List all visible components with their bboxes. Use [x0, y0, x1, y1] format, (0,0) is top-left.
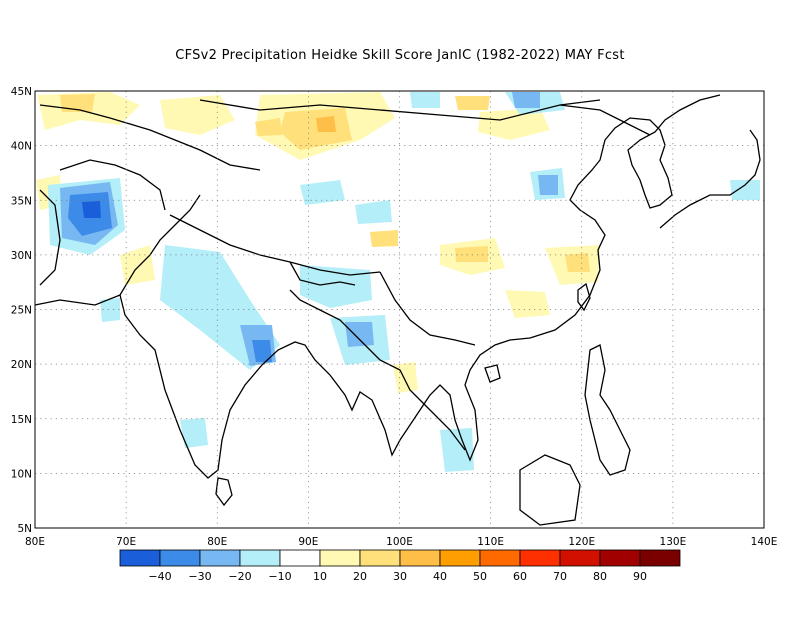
border-china-southeast — [379, 271, 476, 346]
moderate-positive-area — [565, 253, 590, 272]
colorbar-label: −30 — [188, 570, 211, 583]
light-positive-area — [393, 362, 418, 393]
map-gridlines — [35, 91, 764, 528]
lon-tick-label: 100E — [386, 536, 413, 548]
colorbar-label: 80 — [593, 570, 607, 583]
coastline-borneo — [519, 454, 581, 526]
moderate-positive-area — [455, 96, 490, 110]
colorbar-label: 30 — [393, 570, 407, 583]
colorbar-swatch — [479, 549, 521, 567]
colorbar-label: 90 — [633, 570, 647, 583]
colorbar-label: 70 — [553, 570, 567, 583]
colorbar-swatch — [119, 549, 161, 567]
colorbar-swatch — [359, 549, 401, 567]
lon-tick-label: 80E — [207, 536, 227, 548]
colorbar-swatch — [399, 549, 441, 567]
moderate-positive-area — [255, 118, 282, 136]
lat-tick-label: 10N — [11, 468, 32, 480]
colorbar-label: 10 — [313, 570, 327, 583]
light-negative-area — [100, 298, 120, 322]
india-negative-area — [345, 322, 374, 347]
border-central-asia — [39, 104, 261, 171]
light-negative-area — [440, 428, 474, 472]
india-negative-area — [512, 92, 540, 108]
light-positive-area — [160, 95, 235, 135]
colorbar-label: 40 — [433, 570, 447, 583]
coastline-west — [34, 117, 673, 479]
colorbar-swatch — [159, 549, 201, 567]
map-frame — [34, 90, 765, 529]
lat-tick-label: 20N — [11, 359, 32, 371]
border-indochina — [379, 359, 466, 451]
border-himalaya — [169, 214, 381, 276]
afghanistan-negative-core-area — [82, 201, 101, 218]
lat-tick-label: 15N — [11, 414, 32, 426]
lat-tick-label: 40N — [11, 141, 32, 153]
coastline-borders — [34, 94, 761, 526]
colorbar-swatch — [199, 549, 241, 567]
afghanistan-negative-area — [252, 340, 272, 362]
coastline-taiwan — [577, 282, 591, 312]
light-positive-area — [505, 290, 550, 318]
colorbar-swatch — [559, 549, 601, 567]
lat-tick-label: 25N — [11, 305, 32, 317]
lon-tick-label: 140E — [751, 536, 778, 548]
colorbar: −40 −30 −20 −10 10 20 30 40 50 60 70 80 90 — [119, 549, 681, 583]
lon-tick-label: 90E — [298, 536, 318, 548]
border-ne-china — [559, 104, 651, 136]
lon-tick-label: 120E — [568, 536, 595, 548]
colorbar-label: 60 — [513, 570, 527, 583]
coastline-srilanka — [215, 477, 233, 507]
border-nepal-bhutan — [289, 261, 356, 286]
colorbar-swatch — [279, 549, 321, 567]
lat-tick-label: 30N — [11, 250, 32, 262]
colorbar-swatch — [519, 549, 561, 567]
colorbar-swatch — [319, 549, 361, 567]
colorbar-swatch — [439, 549, 481, 567]
coastline-korea — [627, 94, 721, 181]
light-negative-area — [355, 200, 392, 224]
colorbar-label: 50 — [473, 570, 487, 583]
longitude-labels: 80E 70E 80E 90E 100E 110E 120E 130E 140E — [25, 536, 777, 548]
light-negative-area — [300, 265, 372, 308]
moderate-positive-area — [370, 230, 398, 247]
strong-positive-area — [316, 116, 336, 132]
border-india-pak — [119, 194, 201, 296]
coastline-japan — [659, 129, 761, 229]
border-myanmar — [289, 289, 381, 361]
colorbar-swatch — [639, 549, 681, 567]
moderate-positive-area — [455, 246, 488, 262]
border-mongolia — [199, 99, 601, 121]
lon-tick-label: 70E — [116, 536, 136, 548]
light-negative-area — [410, 92, 440, 108]
skill-score-fields — [36, 92, 760, 472]
light-negative-area — [730, 180, 760, 200]
border-afghanistan — [59, 159, 166, 211]
light-negative-area — [300, 180, 345, 205]
border-iran — [39, 189, 61, 286]
lat-tick-label: 45N — [11, 86, 32, 98]
colorbar-swatch — [239, 549, 281, 567]
lon-tick-label: 130E — [660, 536, 687, 548]
india-negative-area — [538, 175, 558, 195]
colorbar-label: −20 — [228, 570, 251, 583]
coastline-philippines — [584, 344, 631, 476]
colorbar-swatch — [599, 549, 641, 567]
latitude-labels: 5N 10N 15N 20N 25N 30N 35N 40N 45N — [11, 86, 32, 535]
lon-tick-label: 110E — [477, 536, 504, 548]
lat-tick-label: 5N — [17, 523, 32, 535]
lat-tick-label: 35N — [11, 195, 32, 207]
lon-tick-label: 80E — [25, 536, 45, 548]
moderate-positive-area — [60, 94, 95, 112]
colorbar-label: 20 — [353, 570, 367, 583]
coastline-hainan — [484, 364, 501, 383]
light-positive-area — [478, 108, 550, 140]
colorbar-label: −10 — [268, 570, 291, 583]
colorbar-label: −40 — [148, 570, 171, 583]
map-title: CFSv2 Precipitation Heidke Skill Score J… — [175, 48, 625, 63]
light-positive-area — [120, 245, 155, 285]
light-negative-area — [180, 418, 208, 448]
